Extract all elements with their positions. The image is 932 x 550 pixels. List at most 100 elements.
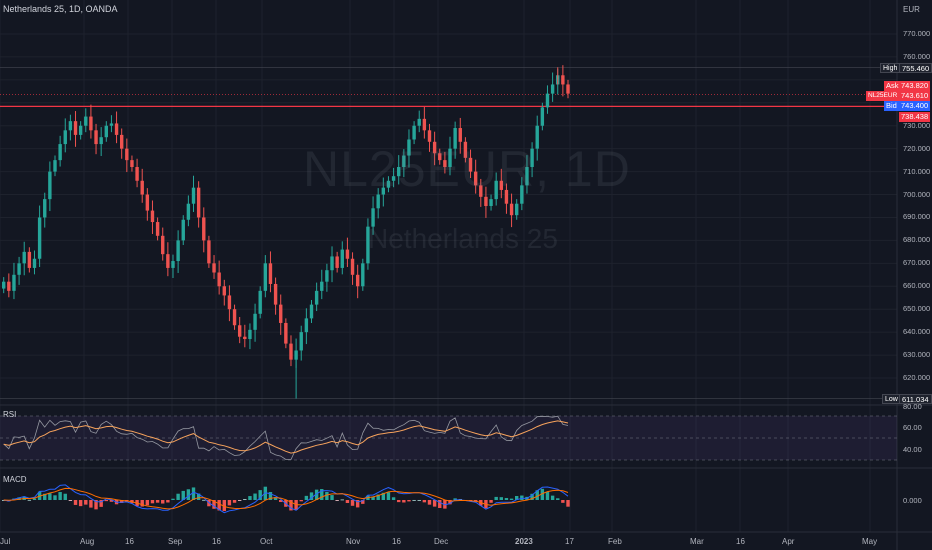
candle-body — [468, 157, 473, 172]
macd-histogram-bar — [196, 493, 201, 500]
macd-histogram-bar — [340, 499, 344, 501]
candle-body — [7, 281, 11, 291]
macd-histogram-bar — [509, 498, 514, 500]
watermark-name: Netherlands 25 — [368, 223, 558, 254]
time-tick: 16 — [212, 537, 221, 546]
macd-histogram-bar — [68, 500, 73, 501]
candle-body — [422, 118, 427, 131]
price-tick: 640.000 — [903, 327, 931, 337]
candle-body — [438, 153, 442, 161]
macd-histogram-bar — [253, 493, 257, 500]
candle-body — [263, 263, 268, 291]
macd-histogram-bar — [299, 500, 303, 502]
candle-body — [463, 141, 468, 158]
rsi-line — [3, 415, 569, 460]
macd-histogram-bar — [217, 500, 221, 511]
time-tick: Jul — [0, 537, 11, 546]
macd-histogram-bar — [161, 500, 165, 504]
macd-histogram-bar — [32, 498, 37, 500]
macd-histogram-bar — [17, 497, 21, 500]
candle-body — [417, 118, 421, 126]
macd-histogram-bar — [63, 493, 67, 500]
macd-histogram-bar — [530, 493, 534, 500]
macd-histogram-bar — [397, 500, 401, 503]
price-tick: 700.000 — [903, 189, 931, 199]
candle-body — [237, 325, 242, 337]
time-tick: 17 — [565, 537, 574, 546]
macd-tick-zero: 0.000 — [903, 496, 922, 505]
macd-histogram-bar — [448, 500, 452, 505]
rsi-ma-line — [3, 420, 569, 454]
candle-body — [63, 130, 67, 145]
time-tick: 16 — [125, 537, 134, 546]
macd-histogram-bar — [325, 492, 329, 500]
candle-body — [345, 249, 350, 259]
macd-histogram-bar — [314, 489, 319, 500]
candle-body — [550, 84, 555, 94]
candle-body — [58, 144, 62, 161]
candle-body — [473, 171, 478, 186]
macd-histogram-bar — [535, 490, 539, 500]
candle-body — [145, 194, 150, 211]
candle-body — [202, 217, 206, 241]
candle-body — [191, 187, 196, 204]
candle-body — [2, 281, 6, 289]
rsi-tick-60: 60.00 — [903, 423, 922, 432]
bid-tag-label: Bid — [884, 101, 899, 111]
macd-line — [3, 484, 569, 514]
candle-body — [27, 251, 32, 268]
price-tick: 680.000 — [903, 235, 931, 245]
macd-histogram-bar — [320, 489, 324, 500]
candle-body — [104, 125, 108, 138]
macd-histogram-bar — [191, 487, 196, 500]
candle-body — [402, 155, 406, 168]
candle-body — [22, 251, 26, 264]
price-tick: 730.000 — [903, 120, 931, 130]
time-tick: May — [862, 537, 878, 546]
price-tick: 710.000 — [903, 166, 931, 176]
candle-body — [186, 203, 191, 220]
rsi-label[interactable]: RSI — [3, 410, 17, 419]
macd-histogram-bar — [402, 500, 406, 503]
candle-body — [381, 187, 386, 195]
candle-body — [217, 272, 221, 287]
candle-body — [504, 189, 509, 204]
candle-body — [166, 254, 170, 268]
candle-body — [73, 121, 78, 135]
candle-body — [84, 116, 88, 126]
macd-label[interactable]: MACD — [3, 475, 27, 484]
candle-body — [320, 281, 324, 291]
candle-body — [181, 219, 185, 241]
candle-body — [258, 290, 262, 314]
candle-body — [520, 185, 524, 204]
candle-body — [335, 256, 339, 268]
candle-body — [37, 217, 42, 259]
macd-histogram-bar — [27, 499, 32, 501]
currency-label: EUR — [903, 5, 920, 14]
macd-histogram-bar — [212, 500, 216, 509]
macd-histogram-bar — [304, 495, 309, 500]
macd-histogram-bar — [73, 500, 78, 505]
candle-body — [515, 203, 519, 216]
candle-body — [427, 130, 432, 142]
macd-histogram-bar — [515, 496, 519, 500]
macd-histogram-bar — [520, 495, 524, 500]
macd-histogram-bar — [504, 498, 509, 500]
macd-histogram-bar — [53, 495, 57, 500]
macd-histogram-bar — [427, 500, 432, 505]
macd-histogram-bar — [494, 496, 498, 500]
candle-body — [222, 286, 226, 296]
macd-histogram-bar — [99, 500, 103, 507]
time-tick: Aug — [80, 537, 95, 546]
candle-body — [161, 235, 165, 255]
candle-body — [130, 160, 134, 168]
time-tick: 2023 — [515, 537, 533, 546]
macd-histogram-bar — [237, 500, 242, 501]
macd-histogram-bar — [227, 500, 232, 506]
candle-body — [94, 130, 98, 145]
candle-body — [248, 329, 252, 340]
price-tick: 630.000 — [903, 350, 931, 360]
candle-body — [43, 199, 47, 218]
macd-histogram-bar — [119, 500, 124, 503]
